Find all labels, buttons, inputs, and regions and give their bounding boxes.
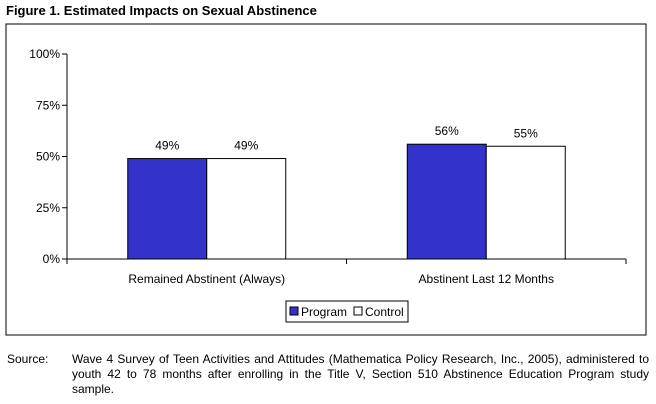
x-tick-label: Remained Abstinent (Always) — [128, 272, 285, 286]
y-tick-label: 100% — [29, 47, 60, 61]
bar-program — [127, 158, 208, 260]
x-tick-label: Abstinent Last 12 Months — [419, 272, 554, 286]
chart: 0% 25% 50% 75% 100% Remained Abstinent (Alway… — [5, 23, 647, 336]
legend-label-control: Control — [365, 305, 404, 319]
data-label: 49% — [234, 139, 258, 153]
y-tick-label: 75% — [36, 98, 60, 112]
y-tick-label: 25% — [36, 201, 60, 215]
bar-control — [206, 158, 287, 260]
legend-box — [285, 300, 409, 323]
legend-swatch-program — [289, 306, 299, 316]
data-label: 55% — [514, 126, 538, 140]
data-label: 49% — [155, 139, 179, 153]
figure-title: Figure 1. Estimated Impacts on Sexual Ab… — [6, 3, 317, 18]
data-label: 56% — [435, 124, 459, 138]
plot-area: 0% 25% 50% 75% 100% Remained Abstinent (Alway… — [29, 47, 627, 286]
y-tick-label: 50% — [36, 150, 60, 164]
legend: Program Control — [285, 300, 409, 323]
bar-control — [485, 145, 566, 260]
y-tick-label: 0% — [43, 252, 61, 266]
bar-program — [406, 143, 487, 260]
source-label: Source: — [7, 352, 49, 366]
legend-swatch-control — [353, 306, 363, 316]
source-text: Wave 4 Survey of Teen Activities and Att… — [72, 352, 649, 396]
legend-label-program: Program — [301, 305, 347, 319]
